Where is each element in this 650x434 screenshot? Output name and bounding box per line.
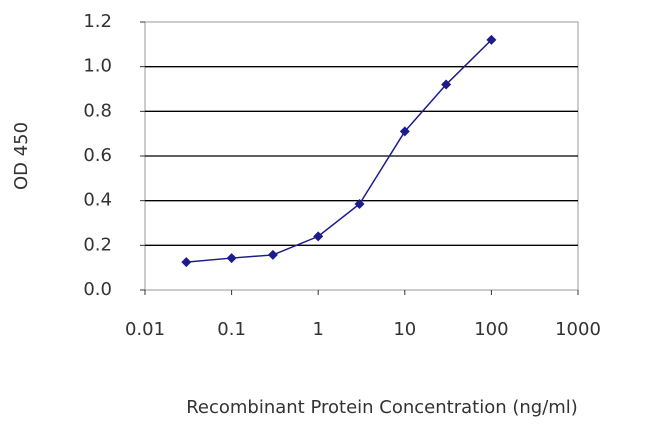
x-tick-label: 0.01: [125, 319, 165, 340]
point-marker: [441, 79, 452, 90]
x-tick-label: 0.1: [217, 319, 246, 340]
x-tick-label: 10: [393, 319, 416, 340]
point-marker: [486, 34, 497, 45]
y-tick-label: 0.0: [83, 279, 112, 300]
y-tick-label: 0.6: [83, 145, 112, 166]
x-tick-label: 1000: [555, 319, 601, 340]
series-line: [186, 39, 492, 263]
y-tick-label: 0.4: [83, 190, 112, 211]
point-marker: [181, 257, 192, 268]
x-tick-label: 100: [474, 319, 508, 340]
y-tick-label: 1.0: [83, 56, 112, 77]
y-axis-label: OD 450: [11, 122, 32, 190]
y-tick-label: 1.2: [83, 11, 112, 32]
point-marker: [267, 249, 278, 260]
point-marker: [226, 253, 237, 264]
y-tick-label: 0.2: [83, 234, 112, 255]
point-marker: [354, 199, 365, 210]
point-marker: [399, 126, 410, 137]
y-tick-label: 0.8: [83, 100, 112, 121]
x-axis-label: Recombinant Protein Concentration (ng/ml…: [186, 397, 578, 418]
x-tick-label: 1: [312, 319, 323, 340]
point-marker: [313, 231, 324, 242]
